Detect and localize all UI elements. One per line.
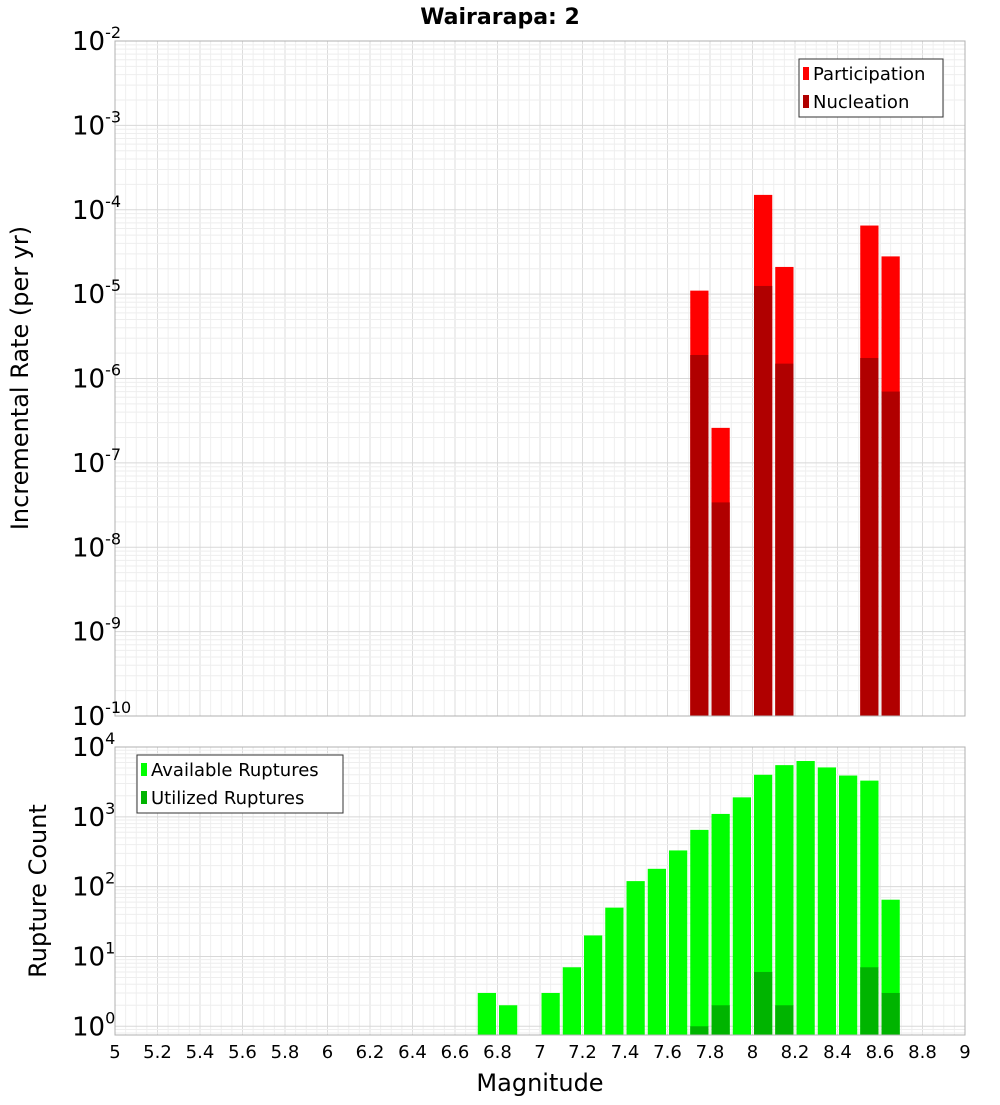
rate-panel: 10-10 10-9 10-8 10-7 10-6 10-5 10-4 10-3 10-2 Inc… <box>6 23 966 732</box>
bar <box>860 967 879 1035</box>
y-tick-label: 10-6 <box>72 361 121 395</box>
bar <box>881 391 900 716</box>
x-tick-label: 7.2 <box>568 1042 597 1063</box>
y-tick-label: 102 <box>72 869 115 903</box>
y-tick-label: 10-7 <box>72 445 121 479</box>
plot-frame <box>114 40 966 717</box>
x-tick-label: 6.4 <box>398 1042 427 1063</box>
x-tick-label: 6.2 <box>356 1042 385 1063</box>
legend-label: Nucleation <box>813 92 909 113</box>
x-tick-label: 8.6 <box>866 1042 895 1063</box>
x-tick-label: 8.8 <box>908 1042 937 1063</box>
legend-label: Utilized Ruptures <box>151 788 304 809</box>
y-tick-label: 104 <box>72 729 115 763</box>
bar <box>711 1005 730 1035</box>
bar <box>690 829 709 1035</box>
y-tick-label: 103 <box>72 799 115 833</box>
y-tick-label: 10-5 <box>72 276 121 310</box>
legend-item: Available Ruptures <box>141 760 319 781</box>
legend-box <box>798 58 944 118</box>
y-tick-label: 10-4 <box>72 192 121 226</box>
legend-label: Participation <box>813 64 925 85</box>
legend-swatch <box>141 763 147 776</box>
y-tick-labels: 10-10 10-9 10-8 10-7 10-6 10-5 10-4 10-3 10-2 <box>72 23 131 732</box>
bar <box>626 881 645 1035</box>
y-tick-labels: 100 101 102 103 104 <box>72 729 115 1042</box>
bar <box>775 1005 794 1035</box>
legend-item: Participation <box>803 64 925 85</box>
x-tick-label: 7.4 <box>611 1042 640 1063</box>
series-nucleation <box>690 285 900 716</box>
x-tick-label: 6 <box>322 1042 333 1063</box>
legend-swatch <box>803 67 809 80</box>
y-tick-label: 10-9 <box>72 614 121 648</box>
bar <box>584 935 603 1035</box>
bar <box>477 992 496 1035</box>
bar <box>775 765 794 1035</box>
x-tick-label: 8 <box>747 1042 758 1063</box>
legend-item: Utilized Ruptures <box>141 788 304 809</box>
y-axis-label: Incremental Rate (per yr) <box>6 226 34 530</box>
chart-title: Wairarapa: 2 <box>420 5 580 30</box>
bar <box>817 767 836 1035</box>
count-panel: 100 101 102 103 104 5 5.2 5.4 5.6 5.8 6 6.2 6.4 6.6 6.… <box>24 729 971 1097</box>
bar <box>839 775 858 1035</box>
x-tick-label: 5.6 <box>228 1042 257 1063</box>
x-tick-label: 5 <box>109 1042 120 1063</box>
legend-swatch <box>803 95 809 108</box>
bar <box>754 774 773 1035</box>
x-tick-label: 6.6 <box>441 1042 470 1063</box>
y-tick-label: 10-10 <box>72 698 131 732</box>
legend-label: Available Ruptures <box>151 760 319 781</box>
bar <box>754 285 773 716</box>
plot-frame <box>114 746 966 1036</box>
x-tick-label: 7 <box>534 1042 545 1063</box>
x-tick-label: 6.8 <box>483 1042 512 1063</box>
bar <box>711 502 730 716</box>
x-tick-label: 8.2 <box>781 1042 810 1063</box>
bar <box>860 357 879 716</box>
y-tick-label: 10-8 <box>72 529 121 563</box>
bar <box>796 761 815 1035</box>
series-utilized-ruptures <box>690 967 900 1035</box>
bar <box>690 354 709 716</box>
y-axis-label: Rupture Count <box>24 804 52 978</box>
bar <box>562 967 581 1035</box>
y-tick-label: 100 <box>72 1008 115 1042</box>
bar <box>711 813 730 1035</box>
legend: Participation Nucleation <box>798 58 944 118</box>
bar <box>647 868 666 1035</box>
legend-item: Nucleation <box>803 92 909 113</box>
bar <box>499 1005 518 1035</box>
x-tick-label: 5.8 <box>271 1042 300 1063</box>
y-tick-label: 10-3 <box>72 107 121 141</box>
legend-box <box>136 754 344 814</box>
bar <box>669 850 688 1035</box>
x-tick-label: 9 <box>959 1042 970 1063</box>
bar <box>690 1026 709 1035</box>
series-available-ruptures <box>477 761 900 1035</box>
x-axis-label: Magnitude <box>476 1069 603 1097</box>
x-tick-labels: 5 5.2 5.4 5.6 5.8 6 6.2 6.4 6.6 6.8 7 7.2 7.4 7.6 7.8 8… <box>109 1042 970 1063</box>
grid <box>114 40 966 717</box>
legend: Available Ruptures Utilized Ruptures <box>136 754 344 814</box>
y-tick-label: 101 <box>72 938 115 972</box>
bar <box>775 363 794 716</box>
x-tick-label: 7.8 <box>696 1042 725 1063</box>
x-tick-label: 8.4 <box>823 1042 852 1063</box>
x-tick-label: 7.6 <box>653 1042 682 1063</box>
bar <box>881 992 900 1035</box>
bar <box>754 971 773 1035</box>
legend-swatch <box>141 791 147 804</box>
x-tick-label: 5.2 <box>143 1042 172 1063</box>
bar <box>732 797 751 1035</box>
bar <box>541 992 560 1035</box>
x-tick-label: 5.4 <box>186 1042 215 1063</box>
y-tick-label: 10-2 <box>72 23 121 57</box>
bar <box>605 907 624 1035</box>
